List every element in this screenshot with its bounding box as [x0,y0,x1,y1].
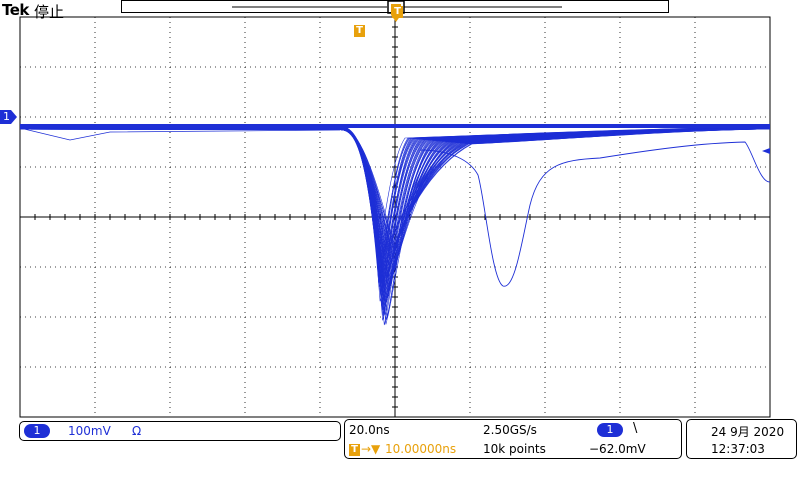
channel1-scale: 100mV [68,424,111,438]
record-length: 10k points [483,442,546,456]
trigger-point-label: T [354,25,365,37]
brand-logo: Tek [2,1,29,19]
trigger-position-value: 10.00000ns [385,442,457,456]
timebase-status-box[interactable]: 20.0ns 2.50GS/s 1 \ T →▼ 10.00000ns 10k … [344,419,682,459]
sample-rate: 2.50GS/s [483,423,537,437]
trigger-source-badge: 1 [597,423,623,437]
channel1-termination: Ω [132,424,142,438]
channel1-waveform-traces [19,124,771,326]
time: 12:37:03 [711,442,765,456]
channel1-ground-marker[interactable] [0,110,17,124]
trigger-position-label: T [392,6,403,18]
trigger-slope-icon: \ [633,421,638,436]
channel1-status-box[interactable]: 1 100mV Ω [19,421,341,441]
date: 24 9月 2020 [711,425,785,439]
date-time-box: 24 9月 2020 12:37:03 [686,419,797,459]
graticule-grid [19,16,771,418]
trigger-position-arrow: →▼ [361,442,381,456]
time-per-division: 20.0ns [349,423,390,437]
trigger-level-arrow-icon [762,148,770,154]
channel1-marker-label: 1 [3,110,10,123]
trigger-position-icon: T [349,444,360,456]
trigger-level: −62.0mV [589,442,646,456]
channel1-badge: 1 [24,424,50,438]
